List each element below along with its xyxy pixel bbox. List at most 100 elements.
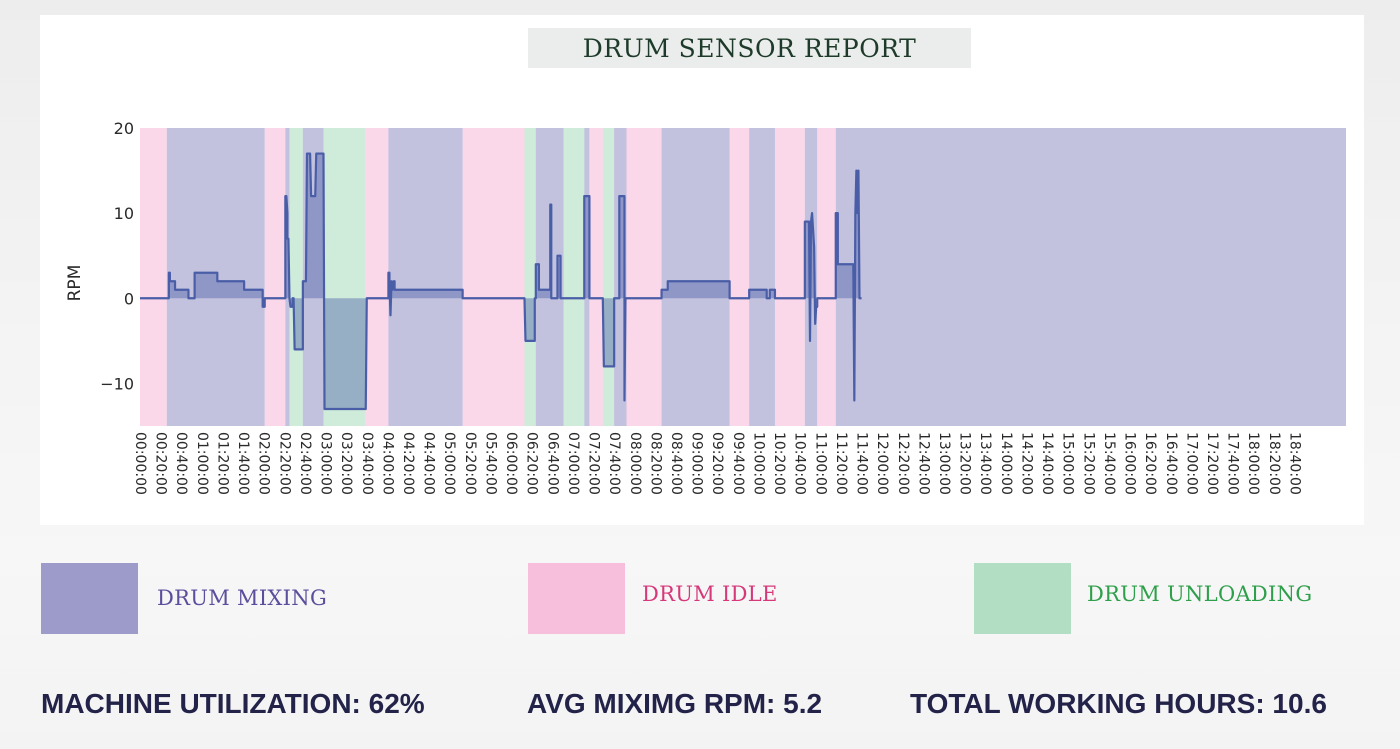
x-tick-label: 02:00:00 xyxy=(256,432,272,495)
state-band-idle xyxy=(817,128,836,426)
x-tick-label: 11:20:00 xyxy=(833,432,849,495)
state-band-mixing xyxy=(835,128,1346,426)
state-band-mixing xyxy=(302,128,324,426)
x-tick-label: 18:20:00 xyxy=(1266,432,1282,495)
x-tick-label: 16:20:00 xyxy=(1142,432,1158,495)
x-tick-label: 14:40:00 xyxy=(1039,432,1055,495)
x-tick-label: 14:00:00 xyxy=(998,432,1014,495)
x-tick-label: 15:00:00 xyxy=(1060,432,1076,495)
state-band-idle xyxy=(264,128,286,426)
total-working-hours-stat: TOTAL WORKING HOURS: 10.6 xyxy=(910,688,1327,719)
state-band-idle xyxy=(626,128,662,426)
state-band-mixing xyxy=(285,128,290,426)
x-tick-label: 17:00:00 xyxy=(1183,432,1199,495)
y-tick-label: 0 xyxy=(124,289,134,308)
state-band-mixing xyxy=(584,128,590,426)
x-tick-label: 09:00:00 xyxy=(689,432,705,495)
x-tick-label: 16:00:00 xyxy=(1122,432,1138,495)
state-band-idle xyxy=(365,128,389,426)
x-tick-label: 06:40:00 xyxy=(544,432,560,495)
y-tick-label: 20 xyxy=(114,119,134,138)
chart-title: DRUM SENSOR REPORT xyxy=(528,28,971,68)
x-tick-label: 00:40:00 xyxy=(173,432,189,495)
y-axis-ticks: −10 0 10 20 xyxy=(100,119,134,393)
x-tick-label: 13:00:00 xyxy=(936,432,952,495)
legend-label-idle: DRUM IDLE xyxy=(642,582,778,606)
x-tick-label: 12:20:00 xyxy=(895,432,911,495)
x-tick-label: 00:00:00 xyxy=(132,432,148,495)
x-tick-label: 01:20:00 xyxy=(214,432,230,495)
state-band-mixing xyxy=(661,128,730,426)
state-band-mixing xyxy=(166,128,265,426)
x-tick-label: 00:20:00 xyxy=(153,432,169,495)
x-tick-label: 12:40:00 xyxy=(915,432,931,495)
y-tick-label: 10 xyxy=(114,204,134,223)
x-tick-label: 06:20:00 xyxy=(524,432,540,495)
x-tick-label: 08:00:00 xyxy=(627,432,643,495)
state-band-mixing xyxy=(749,128,775,426)
x-tick-label: 13:20:00 xyxy=(957,432,973,495)
x-tick-label: 11:00:00 xyxy=(812,432,828,495)
state-band-idle xyxy=(589,128,603,426)
x-tick-label: 11:40:00 xyxy=(854,432,870,495)
x-tick-label: 10:40:00 xyxy=(792,432,808,495)
x-tick-label: 08:40:00 xyxy=(668,432,684,495)
x-tick-label: 17:40:00 xyxy=(1225,432,1241,495)
rpm-area-fill xyxy=(140,153,862,409)
state-band-mixing xyxy=(388,128,463,426)
state-band-unloading xyxy=(602,128,615,426)
state-band-idle xyxy=(462,128,525,426)
x-tick-label: 01:40:00 xyxy=(235,432,251,495)
x-tick-label: 10:00:00 xyxy=(750,432,766,495)
x-tick-label: 03:20:00 xyxy=(338,432,354,495)
x-tick-label: 03:00:00 xyxy=(318,432,334,495)
x-tick-label: 16:40:00 xyxy=(1163,432,1179,495)
state-band-idle xyxy=(729,128,750,426)
x-tick-label: 03:40:00 xyxy=(359,432,375,495)
x-tick-label: 18:00:00 xyxy=(1245,432,1261,495)
legend-swatch-idle xyxy=(528,563,625,634)
x-tick-label: 09:40:00 xyxy=(730,432,746,495)
x-tick-label: 04:00:00 xyxy=(379,432,395,495)
x-tick-label: 07:40:00 xyxy=(606,432,622,495)
x-tick-label: 05:40:00 xyxy=(482,432,498,495)
x-tick-label: 10:20:00 xyxy=(771,432,787,495)
x-tick-label: 05:20:00 xyxy=(462,432,478,495)
rpm-series-line xyxy=(140,152,862,411)
legend-swatch-mixing xyxy=(41,563,138,634)
rpm-area xyxy=(140,152,862,411)
y-axis-label: RPM xyxy=(65,265,85,302)
x-tick-label: 18:40:00 xyxy=(1286,432,1302,495)
x-tick-label: 17:20:00 xyxy=(1204,432,1220,495)
machine-utilization-stat: MACHINE UTILIZATION: 62% xyxy=(41,688,425,719)
x-tick-label: 01:00:00 xyxy=(194,432,210,495)
state-band-unloading xyxy=(289,128,303,426)
avg-mixing-rpm-stat: AVG MIXIMG RPM: 5.2 xyxy=(527,688,823,719)
x-tick-label: 08:20:00 xyxy=(647,432,663,495)
x-tick-label: 09:20:00 xyxy=(709,432,725,495)
x-tick-label: 02:20:00 xyxy=(276,432,292,495)
state-band-idle xyxy=(140,128,167,426)
state-band-unloading xyxy=(524,128,536,426)
x-tick-label: 15:20:00 xyxy=(1080,432,1096,495)
x-tick-label: 06:00:00 xyxy=(503,432,519,495)
legend-swatch-unloading xyxy=(974,563,1071,634)
x-tick-label: 12:00:00 xyxy=(874,432,890,495)
x-tick-label: 14:20:00 xyxy=(1018,432,1034,495)
state-bands xyxy=(140,128,1346,426)
x-axis-ticks: 00:00:00 00:20:00 00:40:00 01:00:00 01:20:00… xyxy=(132,432,1302,495)
x-tick-label: 04:20:00 xyxy=(400,432,416,495)
state-band-unloading xyxy=(323,128,366,426)
state-band-unloading xyxy=(563,128,585,426)
x-tick-label: 07:00:00 xyxy=(565,432,581,495)
legend-label-unloading: DRUM UNLOADING xyxy=(1087,582,1313,606)
x-tick-label: 05:00:00 xyxy=(441,432,457,495)
y-tick-label: −10 xyxy=(100,374,134,393)
state-band-idle xyxy=(774,128,805,426)
x-tick-label: 07:20:00 xyxy=(586,432,602,495)
x-tick-label: 13:40:00 xyxy=(977,432,993,495)
x-tick-label: 04:40:00 xyxy=(421,432,437,495)
x-tick-label: 15:40:00 xyxy=(1101,432,1117,495)
legend-label-mixing: DRUM MIXING xyxy=(157,586,328,610)
